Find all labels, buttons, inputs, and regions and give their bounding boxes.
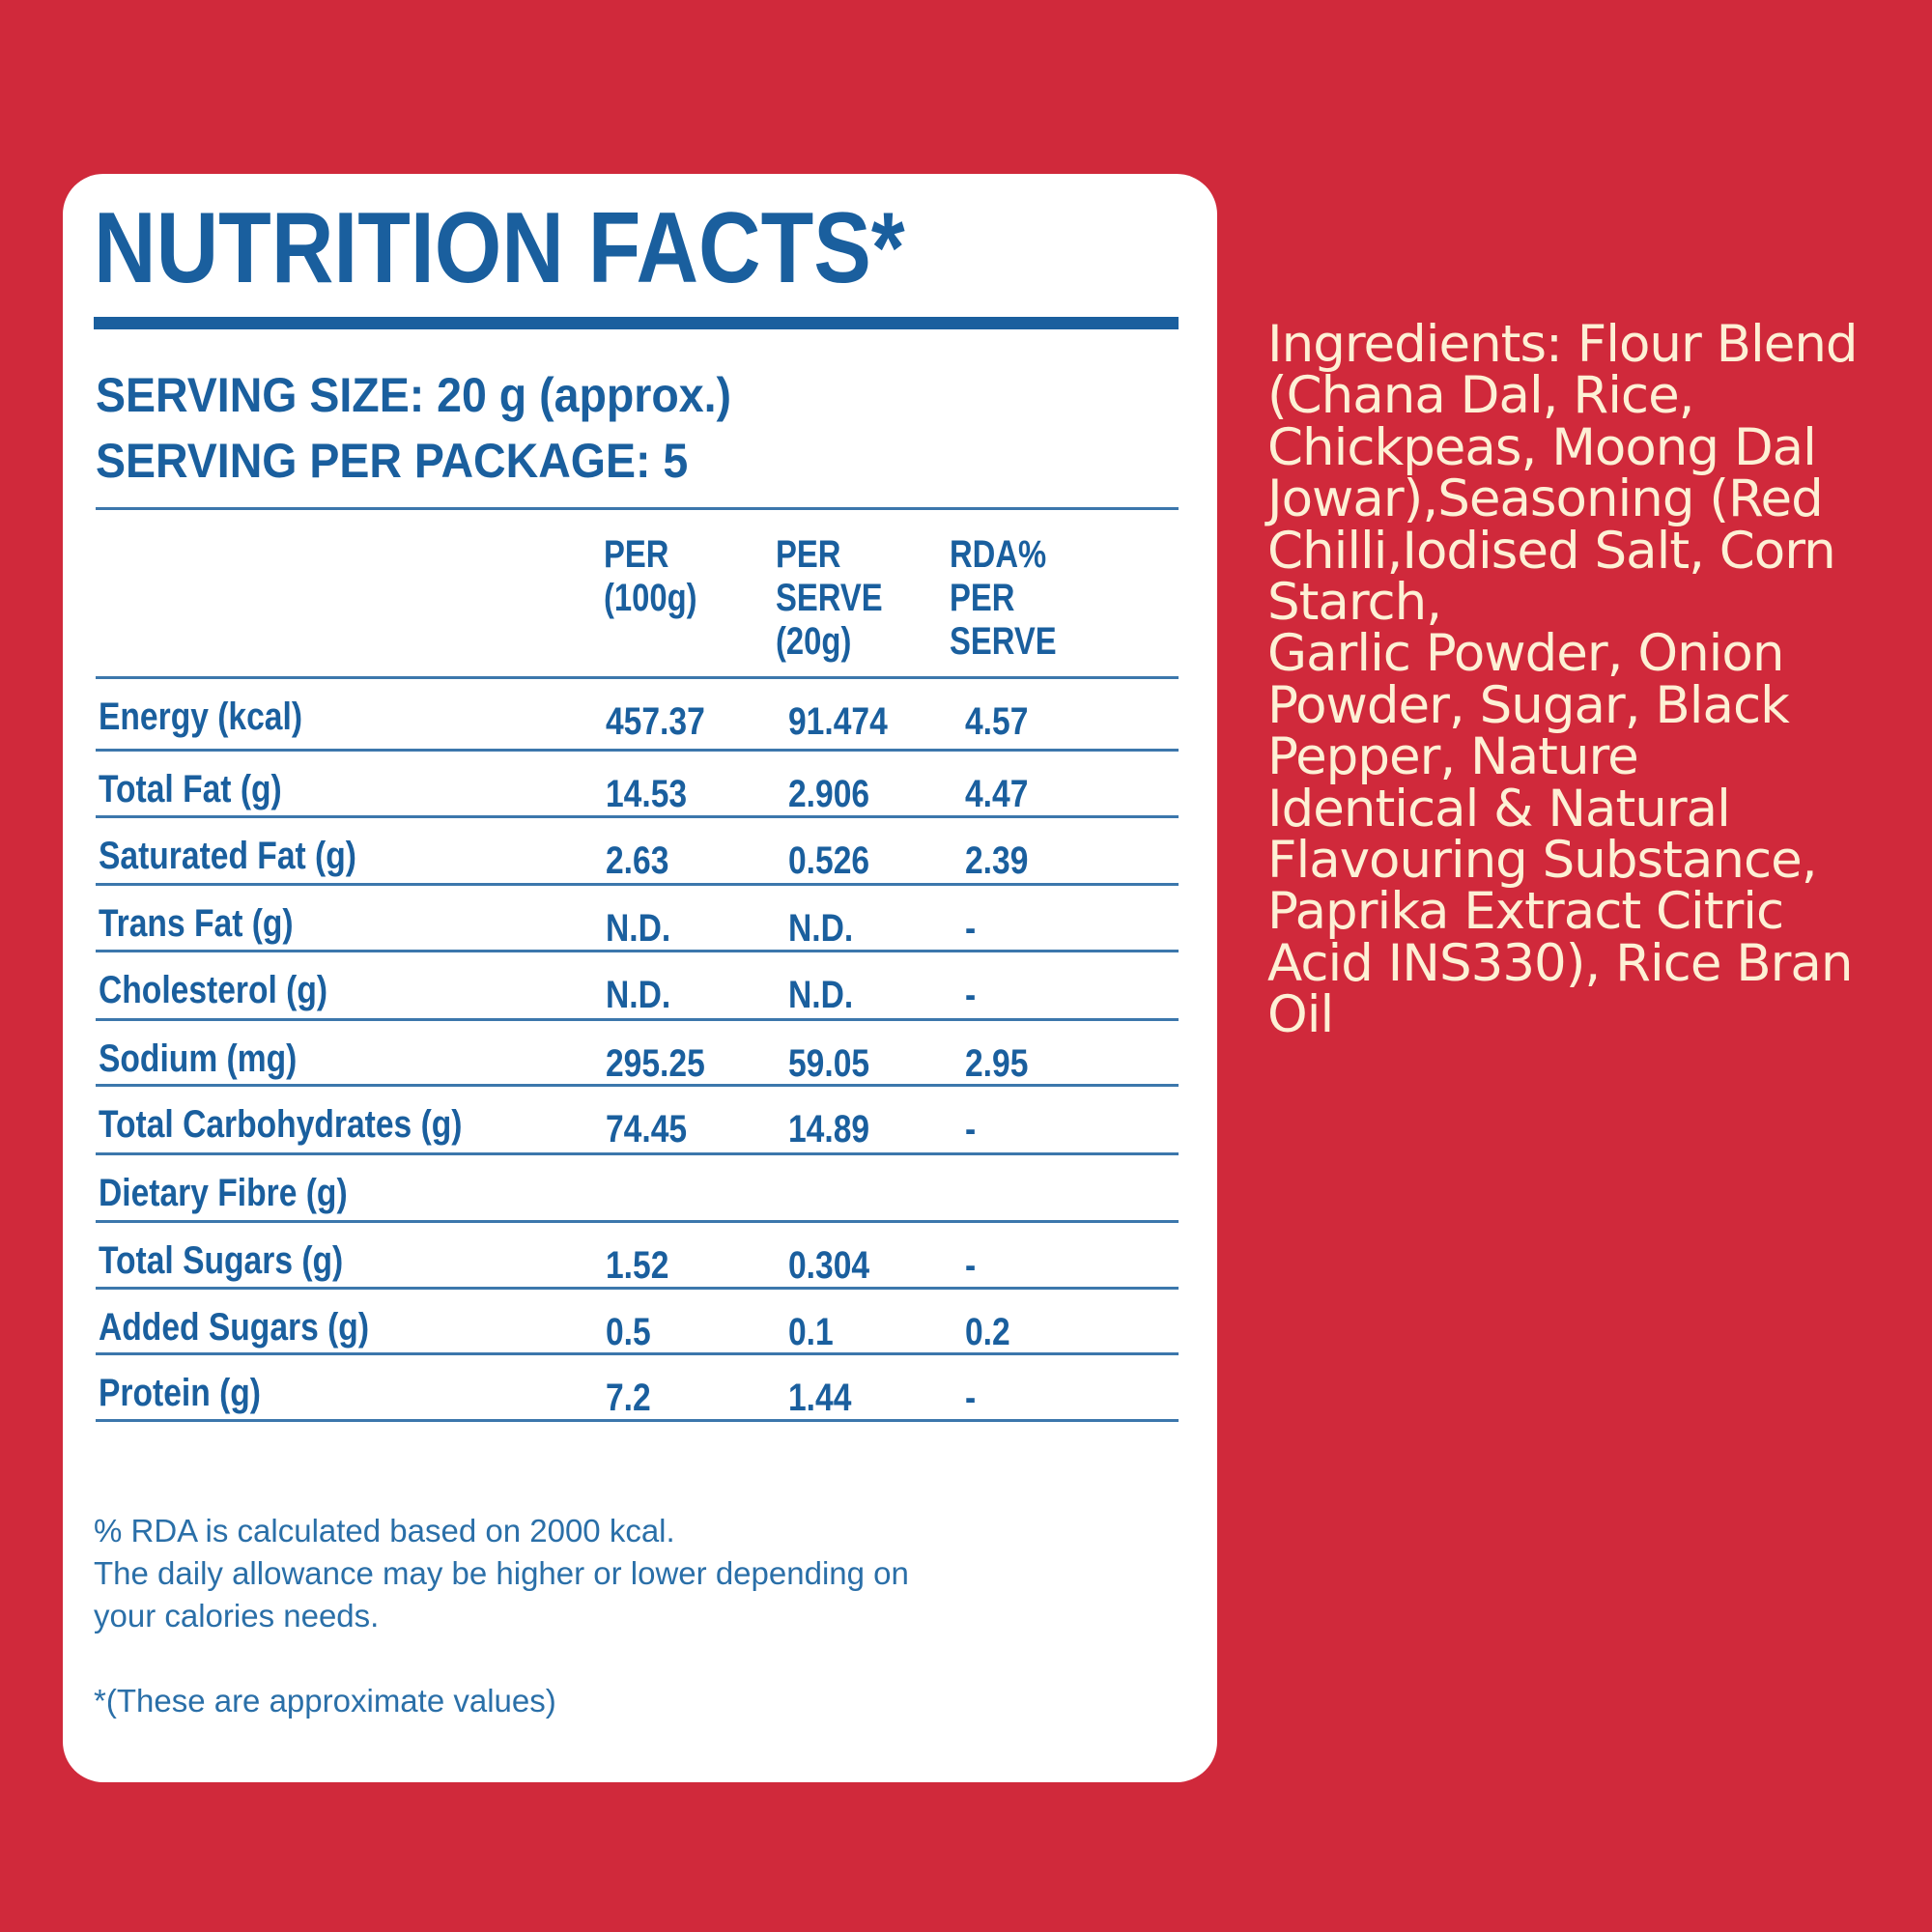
nutrient-value-per100: 7.2	[606, 1377, 651, 1419]
nutrient-value-perServe: 0.526	[788, 839, 870, 882]
row-divider	[96, 1018, 1179, 1021]
ingredients-text: Ingredients: Flour Blend (Chana Dal, Ric…	[1267, 315, 1859, 1045]
nutrient-value-rda: 0.2	[965, 1311, 1010, 1353]
row-divider	[96, 1419, 1179, 1422]
nutrient-value-per100: 14.53	[606, 773, 688, 815]
column-header: SERVE	[776, 577, 883, 619]
column-header: SERVE	[950, 620, 1057, 663]
column-header: PER	[776, 533, 841, 576]
nutrient-name: Total Sugars (g)	[99, 1239, 344, 1282]
nutrient-value-rda: 4.47	[965, 773, 1029, 815]
row-divider	[96, 1152, 1179, 1155]
nutrient-value-perServe: 2.906	[788, 773, 870, 815]
column-header: RDA%	[950, 533, 1047, 576]
serving-divider	[96, 507, 1179, 510]
nutrient-name: Saturated Fat (g)	[99, 835, 356, 877]
column-header: PER	[950, 577, 1015, 619]
column-header: PER	[604, 533, 669, 576]
footnote-line: The daily allowance may be higher or low…	[94, 1555, 909, 1591]
nutrient-name: Protein (g)	[99, 1372, 261, 1414]
nutrient-value-perServe: 0.1	[788, 1311, 834, 1353]
nutrient-value-per100: 457.37	[606, 700, 705, 743]
nutrient-value-perServe: N.D.	[788, 907, 854, 950]
nutrient-value-per100: N.D.	[606, 974, 671, 1016]
nutrient-value-rda: -	[965, 1377, 977, 1419]
row-divider	[96, 1220, 1179, 1223]
row-divider	[96, 883, 1179, 886]
row-divider	[96, 950, 1179, 952]
row-divider	[96, 1352, 1179, 1355]
nutrient-value-perServe: 1.44	[788, 1377, 852, 1419]
row-divider	[96, 1084, 1179, 1087]
nutrient-value-perServe: 91.474	[788, 700, 888, 743]
row-divider	[96, 749, 1179, 752]
nutrient-name: Energy (kcal)	[99, 696, 303, 738]
footnote-line: % RDA is calculated based on 2000 kcal.	[94, 1513, 675, 1548]
nutrition-card	[63, 174, 1217, 1782]
nutrient-value-per100: 74.45	[606, 1108, 688, 1151]
nutrient-value-perServe: 59.05	[788, 1042, 870, 1085]
nutrient-value-per100: 1.52	[606, 1244, 669, 1287]
footnote-line: your calories needs.	[94, 1598, 380, 1634]
nutrient-value-rda: 4.57	[965, 700, 1029, 743]
nutrient-name: Sodium (mg)	[99, 1037, 298, 1080]
nutrient-name: Cholesterol (g)	[99, 969, 328, 1011]
nutrient-value-rda: -	[965, 907, 977, 950]
header-divider	[96, 676, 1179, 679]
row-divider	[96, 815, 1179, 818]
nutrient-name: Trans Fat (g)	[99, 902, 294, 945]
column-header: (100g)	[604, 577, 697, 619]
servings-per-package: SERVING PER PACKAGE: 5	[96, 434, 689, 488]
nutrient-name: Total Fat (g)	[99, 768, 282, 810]
row-divider	[96, 1287, 1179, 1290]
approx-note: *(These are approximate values)	[94, 1683, 556, 1719]
nutrient-name: Dietary Fibre (g)	[99, 1172, 348, 1214]
nutrient-value-rda: 2.39	[965, 839, 1029, 882]
nutrient-value-per100: 0.5	[606, 1311, 651, 1353]
nutrient-value-per100: N.D.	[606, 907, 671, 950]
nutrient-value-rda: -	[965, 974, 977, 1016]
nutrient-name: Added Sugars (g)	[99, 1306, 370, 1349]
nutrient-value-per100: 2.63	[606, 839, 669, 882]
nutrient-value-perServe: 0.304	[788, 1244, 870, 1287]
serving-size: SERVING SIZE: 20 g (approx.)	[96, 368, 732, 422]
nutrient-value-rda: -	[965, 1244, 977, 1287]
nutrient-value-rda: -	[965, 1108, 977, 1151]
nutrient-value-perServe: N.D.	[788, 974, 854, 1016]
nutrition-title: NUTRITION FACTS*	[94, 192, 905, 304]
nutrient-value-perServe: 14.89	[788, 1108, 870, 1151]
nutrient-value-rda: 2.95	[965, 1042, 1029, 1085]
nutrient-value-per100: 295.25	[606, 1042, 705, 1085]
title-divider	[94, 317, 1179, 329]
nutrient-name: Total Carbohydrates (g)	[99, 1103, 463, 1146]
column-header: (20g)	[776, 620, 852, 663]
